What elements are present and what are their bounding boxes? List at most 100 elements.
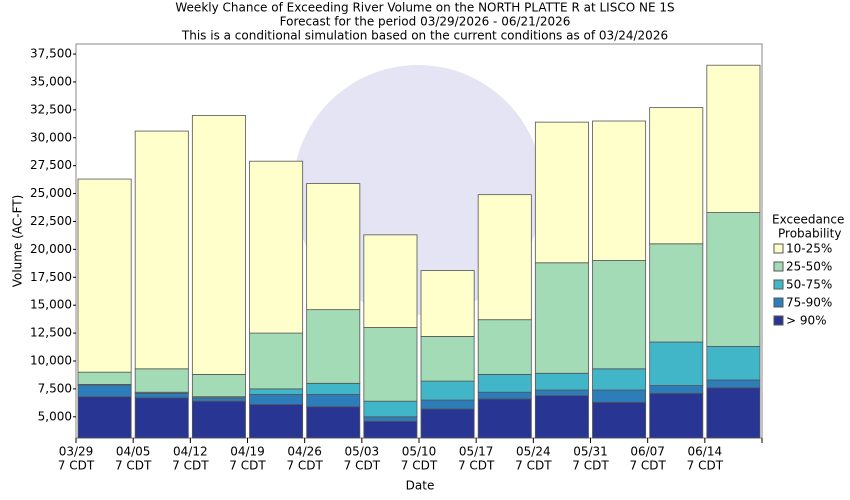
x-tick-label: 7 CDT [458, 459, 495, 473]
x-tick-label: 04/12 [173, 445, 208, 459]
x-tick-label: 7 CDT [58, 459, 95, 473]
x-tick-label: 7 CDT [115, 459, 152, 473]
x-axis-label: Date [406, 479, 435, 493]
x-tick-label: 06/14 [688, 445, 723, 459]
x-tick-label: 06/07 [630, 445, 665, 459]
y-tick-label: 5,000 [38, 409, 72, 423]
bar-segment [363, 327, 418, 402]
y-tick-label: 10,000 [30, 353, 72, 367]
y-tick-label: 22,500 [30, 214, 72, 228]
x-tick-label: 7 CDT [515, 459, 552, 473]
bar-segment [363, 420, 418, 439]
bar-segment [420, 380, 475, 401]
bar-segment [77, 384, 132, 398]
bar-segment [363, 400, 418, 418]
x-tick-label: 04/05 [116, 445, 151, 459]
bar-segment [649, 107, 704, 245]
bar-segment [420, 336, 475, 382]
y-tick-label: 12,500 [30, 326, 72, 340]
bar-segment [534, 372, 589, 391]
bar-segment [477, 391, 532, 400]
legend-label: 50-75% [786, 278, 832, 292]
legend-swatch [773, 261, 784, 272]
bar-segment [706, 379, 761, 389]
bar-segment [191, 373, 246, 398]
bar-segment [77, 178, 132, 373]
x-tick-label: 03/29 [59, 445, 94, 459]
bar-segment [191, 400, 246, 439]
bar-segment [249, 160, 304, 334]
bar-segment [649, 341, 704, 386]
bar-segment [191, 397, 246, 402]
bar-segment [249, 394, 304, 405]
y-tick-label: 30,000 [30, 130, 72, 144]
bar-segment [592, 260, 647, 370]
y-tick-label: 32,500 [30, 102, 72, 116]
bar-segment [306, 183, 361, 311]
bar-segment [534, 395, 589, 439]
bar-segment [420, 399, 475, 410]
legend-swatch [773, 279, 784, 290]
y-tick-label: 25,000 [30, 186, 72, 200]
legend-label: 75-90% [786, 296, 832, 310]
bar-segment [477, 373, 532, 393]
y-axis-label: Volume (AC-FT) [11, 195, 25, 288]
bar-segment [420, 408, 475, 439]
bar-segment [477, 398, 532, 439]
bar-segment [134, 368, 189, 393]
bar-segment [592, 120, 647, 261]
x-tick-label: 04/26 [287, 445, 322, 459]
bar-segment [363, 416, 418, 422]
bar-segment [592, 389, 647, 403]
chart-subtitle: This is a conditional simulation based o… [181, 29, 668, 43]
legend-swatch [773, 315, 784, 326]
bar-segment [706, 212, 761, 347]
bar-segment [649, 243, 704, 343]
bar-segment [706, 387, 761, 439]
bar-segment [649, 385, 704, 394]
y-tick-label: 17,500 [30, 270, 72, 284]
bar-segment [706, 346, 761, 381]
x-tick-label: 7 CDT [172, 459, 209, 473]
bar-segment [592, 401, 647, 439]
bar-segment [134, 130, 189, 370]
x-tick-label: 05/10 [402, 445, 437, 459]
bar-segment [306, 382, 361, 395]
y-tick-label: 27,500 [30, 158, 72, 172]
bar-segment [534, 121, 589, 264]
y-tick-label: 37,500 [30, 47, 72, 61]
x-tick-label: 7 CDT [687, 459, 724, 473]
bar-segment [134, 392, 189, 399]
bar-segment [191, 115, 246, 375]
y-tick-label: 7,500 [38, 381, 72, 395]
bar-segment [77, 371, 132, 385]
bar-segment [77, 396, 132, 439]
bar-segment [592, 368, 647, 391]
legend-label: > 90% [786, 314, 827, 328]
x-tick-label: 04/19 [230, 445, 265, 459]
y-tick-label: 35,000 [30, 74, 72, 88]
x-tick-label: 7 CDT [572, 459, 609, 473]
bar-segment [477, 319, 532, 375]
bar-segment [420, 270, 475, 337]
bar-segment [249, 332, 304, 390]
y-tick-label: 20,000 [30, 242, 72, 256]
bar-segment [477, 194, 532, 321]
bar-segment [534, 389, 589, 396]
chart-title: Weekly Chance of Exceeding River Volume … [175, 1, 674, 15]
x-tick-label: 7 CDT [401, 459, 438, 473]
x-tick-label: 05/24 [516, 445, 551, 459]
x-tick-label: 05/17 [459, 445, 494, 459]
legend-title: Probability [778, 227, 841, 241]
bar-segment [363, 234, 418, 328]
x-tick-label: 05/03 [345, 445, 380, 459]
x-tick-label: 05/31 [573, 445, 608, 459]
legend-swatch [773, 297, 784, 308]
bar-segment [706, 64, 761, 213]
bar-segment [649, 392, 704, 439]
x-tick-label: 7 CDT [344, 459, 381, 473]
legend-title: Exceedance [772, 213, 844, 227]
legend-label: 25-50% [786, 260, 832, 274]
legend-label: 10-25% [786, 242, 832, 256]
